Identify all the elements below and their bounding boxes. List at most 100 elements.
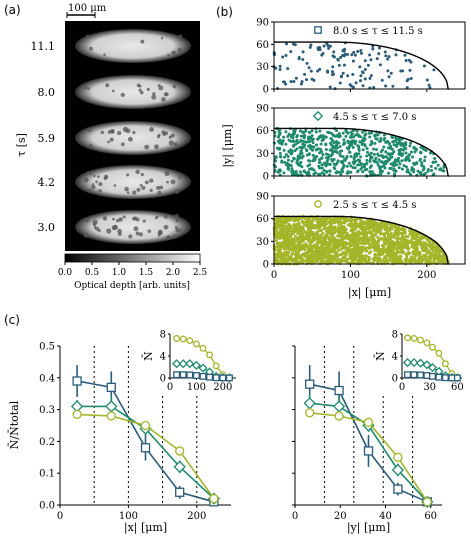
- scatter-point: [363, 68, 367, 72]
- scatter-point: [359, 155, 363, 159]
- scatter-point: [420, 258, 424, 262]
- scatter-point: [371, 241, 375, 245]
- scatter-point: [353, 218, 357, 222]
- data-point: [105, 400, 118, 413]
- scatter-point: [364, 237, 368, 241]
- inset-y-tick-label: 4: [392, 352, 398, 363]
- inset-data-point: [179, 371, 187, 379]
- scatter-point: [374, 156, 378, 160]
- scatter-point: [425, 247, 429, 251]
- scatter-point: [359, 162, 363, 166]
- scatter-point: [405, 86, 409, 90]
- scatter-point: [322, 172, 326, 176]
- scatter-point: [318, 67, 322, 71]
- scatter-point: [420, 161, 424, 165]
- inset-data-point: [453, 374, 461, 382]
- inset-data-point: [429, 343, 436, 351]
- scatter-point: [279, 155, 283, 159]
- cloud-body: [75, 210, 191, 244]
- scatter-point: [285, 42, 289, 46]
- scatter-point: [429, 164, 433, 168]
- scatter-point: [345, 130, 349, 134]
- scatter-point: [285, 260, 289, 264]
- scatter-point: [384, 155, 388, 159]
- scatter-point: [363, 168, 367, 172]
- x-tick-label: 20: [334, 511, 347, 522]
- scatter-point: [357, 238, 361, 242]
- scatter-point: [420, 163, 424, 167]
- data-point: [175, 487, 185, 497]
- scatter-point: [383, 222, 387, 226]
- scatter-point: [294, 260, 298, 264]
- scatter-point: [440, 250, 444, 254]
- cloud-hole: [160, 36, 164, 40]
- scatter-point: [313, 155, 317, 159]
- scatter-point: [282, 80, 286, 84]
- scatter-point: [324, 254, 328, 258]
- scatter-point: [356, 242, 360, 246]
- scatter-point: [323, 161, 327, 165]
- inset-data-point: [219, 374, 227, 382]
- x-tick-label: 0: [57, 511, 63, 522]
- axes-frame: [273, 21, 466, 90]
- scatter-point: [431, 161, 435, 165]
- scatter-point: [328, 169, 332, 173]
- scatter-point: [312, 235, 316, 239]
- scatter-point: [327, 162, 331, 166]
- scatter-point: [402, 164, 406, 168]
- scatter-point: [338, 144, 342, 148]
- scatter-point: [318, 221, 322, 225]
- scatter-point: [412, 161, 416, 165]
- scatter-point: [305, 61, 309, 65]
- scatter-point: [299, 160, 303, 164]
- scatter-point: [292, 144, 296, 148]
- scatter-point: [442, 261, 446, 265]
- scatter-point: [332, 236, 336, 240]
- scatter-point: [354, 251, 358, 255]
- scatter-point: [359, 49, 363, 53]
- scatter-point: [311, 261, 315, 265]
- scatter-point: [335, 140, 339, 144]
- boundary-curve: [274, 215, 450, 265]
- scatter-point: [422, 236, 426, 240]
- scatter-point: [352, 260, 356, 264]
- scatter-point: [377, 250, 381, 254]
- scatter-point: [381, 154, 385, 158]
- scatter-point: [376, 152, 380, 156]
- scatter-point: [387, 55, 391, 59]
- scatter-point: [414, 254, 418, 258]
- scatter-point: [390, 155, 394, 159]
- scatter-point: [280, 141, 284, 145]
- y-tick-label: 30: [256, 237, 269, 248]
- x-tick-label: 40: [379, 511, 392, 522]
- scatter-point: [330, 138, 334, 142]
- cloud-hole: [83, 177, 89, 183]
- scatter-point: [434, 160, 438, 164]
- scatter-point: [321, 153, 325, 157]
- scatter-point: [338, 259, 342, 263]
- panel-a: 100 μm τ [s] 11.1 8.0 5.9 4.2 3.0 0.0 0.5 1.0 1…: [15, 3, 207, 291]
- scatter-point: [368, 53, 372, 57]
- scatter-point: [383, 137, 387, 141]
- scatter-point: [436, 245, 440, 249]
- scatter-point: [277, 231, 281, 235]
- scatter-point: [378, 224, 382, 228]
- scatter-point: [373, 248, 377, 252]
- scatter-point: [281, 139, 285, 143]
- scatter-point: [361, 71, 365, 75]
- cloud-hole: [97, 175, 100, 179]
- scatter-point: [314, 243, 318, 247]
- scatter-point: [294, 76, 298, 80]
- inset-y-tick-label: 8: [392, 330, 398, 341]
- x-axis-label: |y| [μm]: [347, 521, 390, 535]
- scatter-point: [387, 171, 391, 175]
- scatter-point: [359, 74, 363, 78]
- scatter-point: [404, 58, 408, 62]
- scatter-point: [348, 150, 352, 154]
- scatter-point: [323, 225, 327, 229]
- scatter-point: [383, 250, 387, 254]
- scatter-point: [309, 144, 313, 148]
- legend-label: 4.5 s ≤ τ ≤ 7.0 s: [333, 112, 416, 123]
- scatter-point: [312, 145, 316, 149]
- scatter-point: [415, 162, 419, 166]
